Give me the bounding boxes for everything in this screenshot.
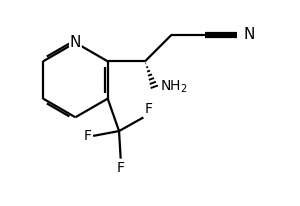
Text: N: N bbox=[70, 35, 81, 50]
Text: F: F bbox=[145, 102, 153, 116]
Text: F: F bbox=[117, 161, 125, 175]
Text: NH$_2$: NH$_2$ bbox=[160, 79, 188, 95]
Text: F: F bbox=[83, 129, 92, 143]
Text: N: N bbox=[243, 27, 254, 42]
